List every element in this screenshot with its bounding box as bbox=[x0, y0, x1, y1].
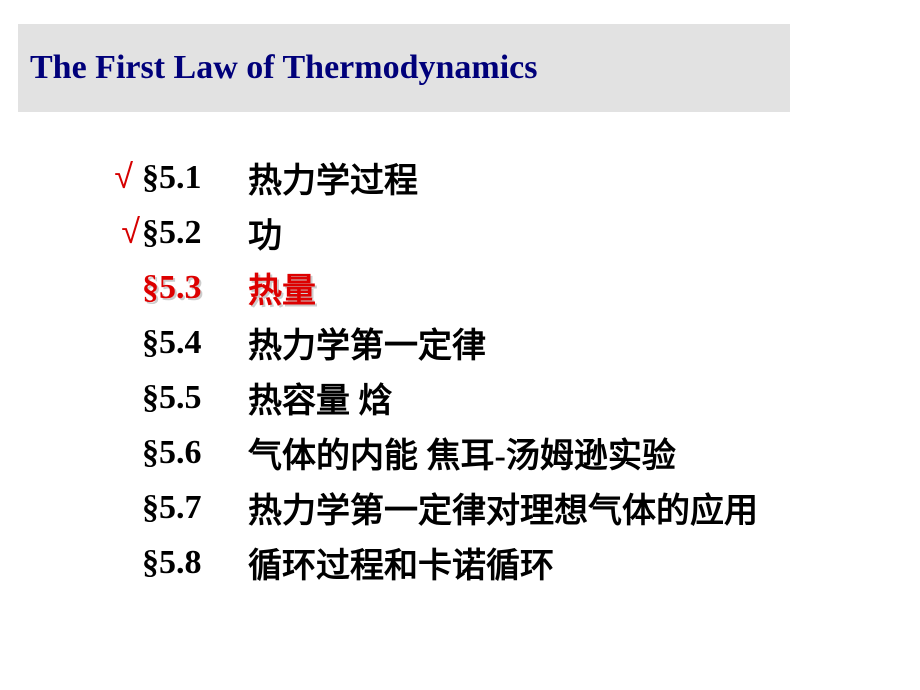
section-number: §5.2 bbox=[142, 214, 232, 252]
section-number: §5.7 bbox=[142, 489, 232, 527]
section-label: 热容量 焓 bbox=[248, 373, 393, 422]
section-label: 循环过程和卡诺循环 bbox=[248, 538, 554, 587]
section-number: §5.8 bbox=[142, 544, 232, 582]
section-label: 气体的内能 焦耳-汤姆逊实验 bbox=[248, 428, 676, 477]
section-number: §5.6 bbox=[142, 434, 232, 472]
slide: The First Law of Thermodynamics √ §5.1 热… bbox=[0, 0, 920, 690]
check-icon: √ bbox=[105, 158, 133, 197]
section-number: §5.4 bbox=[142, 324, 232, 362]
section-label: 热力学第一定律对理想气体的应用 bbox=[248, 483, 758, 532]
title-block: The First Law of Thermodynamics bbox=[18, 24, 790, 112]
section-label: 热力学过程 bbox=[248, 153, 418, 202]
check-icon: √ bbox=[112, 213, 140, 252]
section-number: §5.5 bbox=[142, 379, 232, 417]
section-number: §5.1 bbox=[142, 159, 232, 197]
section-label: 热量 bbox=[248, 263, 316, 312]
section-number: §5.3 bbox=[142, 269, 232, 307]
section-label: 功 bbox=[248, 208, 282, 257]
section-label: 热力学第一定律 bbox=[248, 318, 486, 367]
page-title: The First Law of Thermodynamics bbox=[18, 49, 537, 87]
